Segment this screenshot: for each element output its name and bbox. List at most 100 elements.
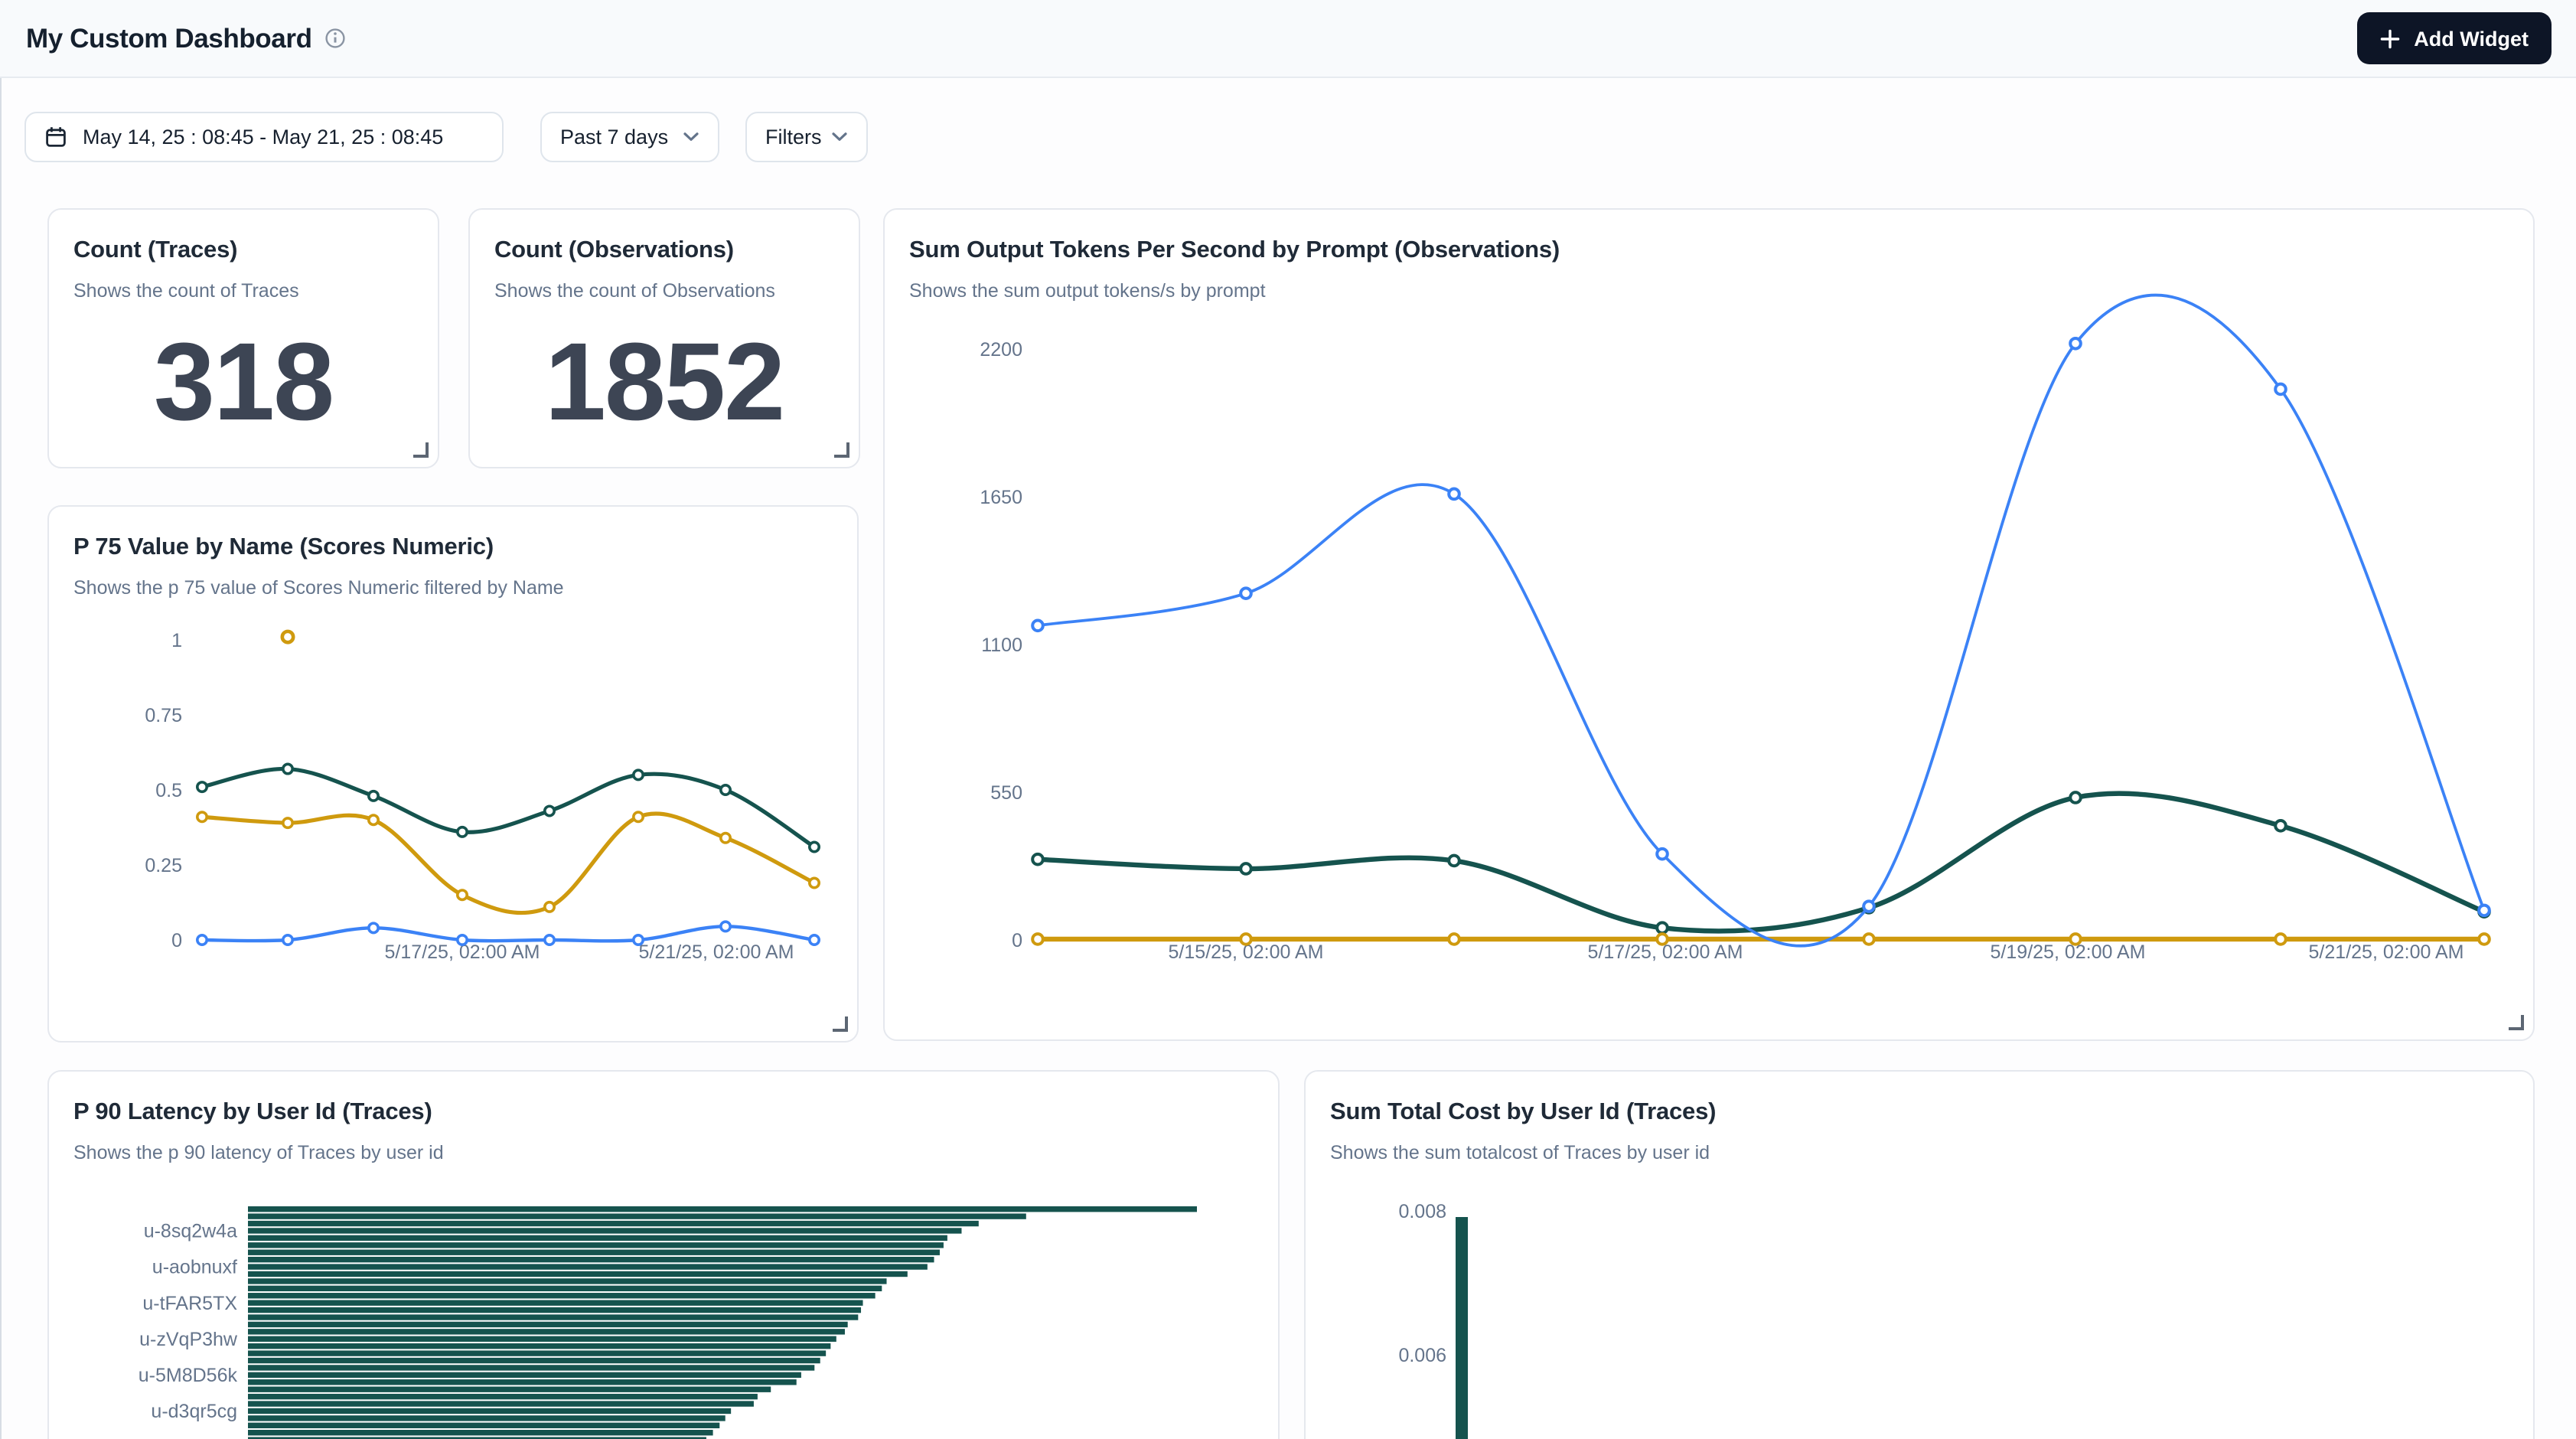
bar (248, 1357, 820, 1364)
data-point-marker (1862, 899, 1876, 913)
data-point-marker (1031, 932, 1045, 946)
data-point-marker (196, 781, 209, 794)
bar (248, 1242, 944, 1248)
data-point-marker (1655, 921, 1669, 935)
data-point-marker (719, 783, 732, 796)
bar (248, 1264, 928, 1270)
bar (248, 1206, 1197, 1212)
data-point-marker (2274, 819, 2287, 833)
p90-bar-chart[interactable]: u-8sq2w4a u-aobnuxf u-tFAR5TX u-zVqP3hw u-5M… (49, 1072, 1278, 1439)
info-icon[interactable] (324, 28, 346, 49)
resize-handle-icon[interactable] (413, 442, 429, 458)
tick-label: 5/21/25, 02:00 AM (639, 941, 794, 963)
data-point-marker (281, 817, 294, 830)
date-preset-dropdown[interactable]: Past 7 days (540, 112, 719, 162)
date-range-picker[interactable]: May 14, 25 : 08:45 - May 21, 25 : 08:45 (24, 112, 504, 162)
bar (248, 1271, 908, 1277)
bar (248, 1365, 815, 1371)
widget-p90-latency: P 90 Latency by User Id (Traces) Shows t… (47, 1070, 1280, 1439)
tick-label: 0.006 (1398, 1345, 1446, 1366)
bar (248, 1256, 934, 1263)
bar (248, 1437, 706, 1439)
data-point-marker (1447, 487, 1461, 501)
data-point-marker (281, 933, 294, 946)
tick-label: u-aobnuxf (152, 1257, 237, 1278)
resize-handle-icon[interactable] (834, 442, 849, 458)
date-preset-value: Past 7 days (560, 126, 669, 148)
data-point-marker (2477, 932, 2491, 946)
series-amber-line (200, 811, 817, 915)
resize-handle-icon[interactable] (833, 1016, 848, 1032)
filters-dropdown[interactable]: Filters (745, 112, 868, 162)
data-point-marker (1239, 932, 1253, 946)
series-blue-line (200, 925, 817, 943)
widget-subtitle: Shows the p 75 value of Scores Numeric f… (73, 577, 564, 599)
bar (248, 1249, 940, 1255)
bar (248, 1285, 882, 1292)
chevron-down-icon (832, 132, 847, 141)
data-point-marker (455, 825, 468, 838)
data-point-marker (196, 933, 209, 946)
data-point-marker (455, 933, 468, 946)
add-widget-label: Add Widget (2414, 27, 2529, 50)
data-point-marker (2477, 903, 2491, 918)
bar (248, 1379, 797, 1385)
bar (248, 1401, 754, 1407)
tick-label: 550 (990, 782, 1022, 804)
bar (248, 1343, 831, 1349)
data-point-marker (719, 831, 732, 844)
data-point-marker (543, 900, 556, 913)
tick-label: u-5M8D56k (139, 1365, 238, 1386)
data-point-marker (631, 933, 644, 946)
plus-icon (2380, 28, 2400, 48)
widget-title: Count (Traces) (73, 237, 238, 263)
series-blue-line (1036, 293, 2486, 948)
data-point-marker (1239, 586, 1253, 601)
bar (248, 1293, 876, 1299)
bar (248, 1430, 713, 1436)
count-value: 318 (153, 321, 334, 444)
data-point-marker (543, 804, 556, 817)
bar (248, 1350, 827, 1356)
bar (248, 1220, 979, 1227)
widget-subtitle: Shows the count of Observations (494, 280, 775, 302)
data-point-marker (1655, 847, 1669, 861)
bar (248, 1321, 848, 1328)
bar (248, 1314, 859, 1320)
bar (248, 1235, 947, 1242)
resize-handle-icon[interactable] (2509, 1015, 2524, 1030)
widget-p75-scores: P 75 Value by Name (Scores Numeric) Show… (47, 505, 859, 1043)
tick-label: 1 (171, 630, 182, 651)
series-green-line (1035, 791, 2487, 934)
data-point-marker (807, 876, 820, 889)
tick-label: 5/21/25, 02:00 AM (2309, 941, 2464, 963)
data-point-marker (367, 922, 380, 935)
data-point-marker (2274, 932, 2287, 946)
bar (248, 1372, 801, 1379)
data-point-marker (455, 889, 468, 902)
widget-title: Sum Total Cost by User Id (Traces) (1330, 1099, 1717, 1125)
chevron-down-icon (683, 132, 699, 141)
count-value: 1852 (544, 321, 785, 444)
data-point-marker (543, 933, 556, 946)
add-widget-button[interactable]: Add Widget (2357, 12, 2552, 64)
tick-label: 0 (171, 930, 182, 951)
widget-title: P 75 Value by Name (Scores Numeric) (73, 534, 494, 560)
data-point-marker (807, 840, 820, 853)
bar (248, 1329, 845, 1335)
tick-label: 2200 (980, 339, 1022, 361)
data-point-marker (367, 814, 380, 827)
data-point-marker (367, 789, 380, 802)
widget-count-traces: Count (Traces) Shows the count of Traces… (47, 208, 439, 468)
tick-label: 5/19/25, 02:00 AM (1991, 941, 2146, 963)
tick-label: 1650 (980, 487, 1022, 508)
cost-bar-chart[interactable]: 0.008 0.006 (1306, 1072, 2533, 1439)
widget-tokens-per-second: Sum Output Tokens Per Second by Prompt (… (883, 208, 2535, 1041)
tick-label: 0.25 (145, 855, 182, 876)
tick-label: u-8fVe9T3 (149, 1437, 237, 1439)
widget-count-observations: Count (Observations) Shows the count of … (468, 208, 860, 468)
page-title: My Custom Dashboard (26, 22, 312, 53)
